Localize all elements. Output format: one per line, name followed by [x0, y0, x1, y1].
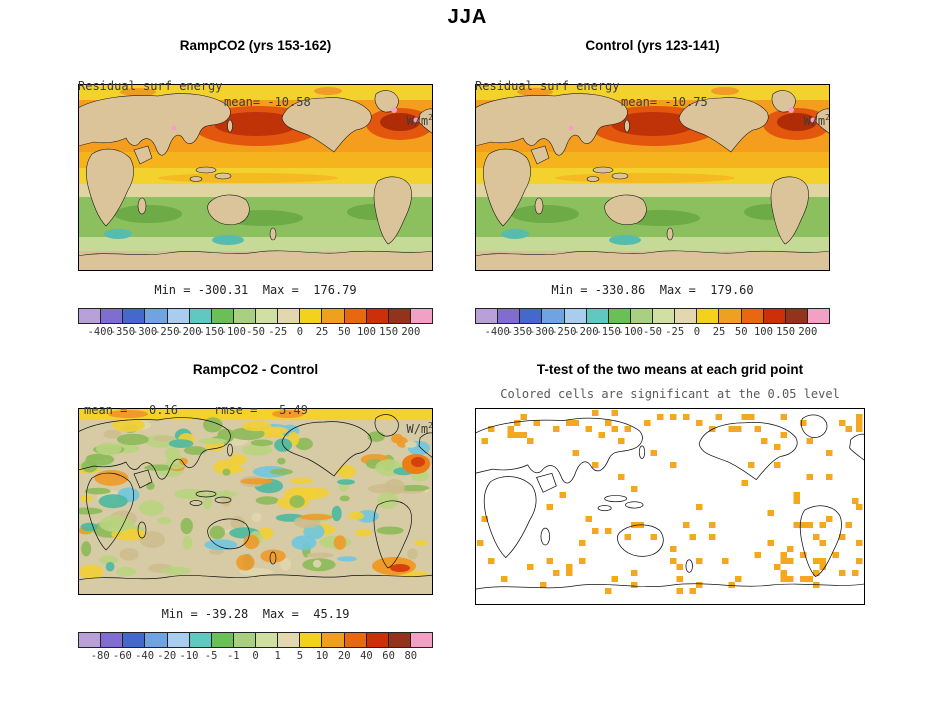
stats-values: mean = 0.16 rmse = 5.49	[84, 403, 308, 417]
colorbar-diff: -80 -60 -40 -20 -10 -5 -1 0 1 5 10 20 40 60 80	[78, 632, 433, 664]
colorbar-segment	[388, 633, 411, 647]
colorbar-segment	[344, 309, 367, 323]
panel-ttest: T-test of the two means at each grid poi…	[475, 362, 865, 605]
colorbar-segment	[498, 309, 521, 323]
colorbar-segment	[410, 633, 432, 647]
map-ttest	[475, 408, 865, 605]
colorbar-segment	[608, 309, 631, 323]
variable-label: Residual surf energy	[78, 79, 223, 93]
panel-diff-annotation: mean = 0.16 rmse = 5.49 W/m2	[78, 386, 433, 436]
colorbar-segment	[123, 309, 146, 323]
colorbar-segment	[145, 309, 168, 323]
colorbar-segment	[344, 633, 367, 647]
colorbar-segment	[763, 309, 786, 323]
colorbar-segment	[476, 309, 499, 323]
colorbar-segment	[300, 309, 323, 323]
colorbar-segment	[233, 309, 256, 323]
panel-rampco2-title: RampCO2 (yrs 153-162)	[179, 38, 332, 53]
colorbar-control: -400 -350 -300 -250 -200 -150 -100 -50 -25 0 25 50 1…	[475, 308, 830, 340]
colorbar-segment	[785, 309, 808, 323]
colorbar-tick-labels: -400 -350 -300 -250 -200 -150 -100 -50 -25 0 25 50 1…	[87, 326, 421, 338]
map-rampco2	[78, 84, 433, 271]
colorbar-segment	[322, 633, 345, 647]
minmax-diff: Min = -39.28 Max = 45.19	[161, 607, 350, 621]
colorbar-segment	[630, 309, 653, 323]
mean-value: mean= -10.58	[224, 95, 311, 109]
colorbar-segment	[233, 633, 256, 647]
colorbar-segment	[211, 309, 234, 323]
colorbar-tick-labels: -400 -350 -300 -250 -200 -150 -100 -50 -25 0 25 50 1…	[484, 326, 818, 338]
panel-diff-title: RampCO2 - Control	[192, 362, 319, 377]
colorbar-segment	[256, 309, 279, 323]
colorbar-segment	[145, 633, 168, 647]
colorbar-segment	[586, 309, 609, 323]
colorbar-segment	[322, 309, 345, 323]
panel-rampco2-annotation: Residual surf energy mean= -10.58 W/m2	[78, 62, 433, 128]
colorbar-segment	[653, 309, 676, 323]
units-label: W/m2	[406, 113, 433, 128]
colorbar-tick-labels: -80 -60 -40 -20 -10 -5 -1 0 1 5 10 20 40 60 80	[90, 650, 418, 662]
panel-control-title: Control (yrs 123-141)	[585, 38, 720, 53]
colorbar-segment	[388, 309, 411, 323]
season-title: JJA	[447, 6, 488, 28]
panel-ttest-title: T-test of the two means at each grid poi…	[536, 362, 804, 377]
colorbar-segment	[366, 309, 389, 323]
panel-control: Control (yrs 123-141) Residual surf ener…	[475, 38, 830, 340]
colorbar-segment	[564, 309, 587, 323]
minmax-rampco2: Min = -300.31 Max = 176.79	[154, 283, 357, 297]
colorbar-segment	[123, 633, 146, 647]
colorbar-segment	[79, 633, 102, 647]
units-label: W/m2	[803, 113, 830, 128]
colorbar-segment	[79, 309, 102, 323]
colorbar-segment	[697, 309, 720, 323]
panel-control-annotation: Residual surf energy mean= -10.75 W/m2	[475, 62, 830, 128]
colorbar-segment	[719, 309, 742, 323]
panel-rampco2: RampCO2 (yrs 153-162) Residual surf ener…	[78, 38, 433, 340]
colorbar-rampco2: -400 -350 -300 -250 -200 -150 -100 -50 -25 0 25 50 1…	[78, 308, 433, 340]
panel-diff: RampCO2 - Control mean = 0.16 rmse = 5.4…	[78, 362, 433, 664]
colorbar-segment	[101, 633, 124, 647]
units-label: W/m2	[406, 421, 433, 436]
colorbar-segment	[675, 309, 698, 323]
colorbar-segment	[256, 633, 279, 647]
map-diff	[78, 408, 433, 595]
colorbar-segment	[807, 309, 829, 323]
colorbar-segment	[366, 633, 389, 647]
colorbar-segment	[211, 633, 234, 647]
colorbar-segment	[278, 309, 301, 323]
colorbar-segment	[410, 309, 432, 323]
colorbar-segment	[167, 633, 190, 647]
colorbar-segment	[741, 309, 764, 323]
colorbar-segment	[300, 633, 323, 647]
colorbar-segment	[278, 633, 301, 647]
colorbar-segment	[189, 309, 212, 323]
colorbar-segment	[189, 633, 212, 647]
minmax-control: Min = -330.86 Max = 179.60	[551, 283, 754, 297]
significant-cells	[477, 410, 863, 594]
colorbar-segment	[167, 309, 190, 323]
colorbar-segment	[520, 309, 543, 323]
map-control	[475, 84, 830, 271]
mean-value: mean= -10.75	[621, 95, 708, 109]
colorbar-segment	[101, 309, 124, 323]
colorbar-segment	[542, 309, 565, 323]
diff-noise-blobs	[78, 417, 433, 580]
variable-label: Residual surf energy	[475, 79, 620, 93]
ttest-subtitle: Colored cells are significant at the 0.0…	[500, 387, 840, 401]
